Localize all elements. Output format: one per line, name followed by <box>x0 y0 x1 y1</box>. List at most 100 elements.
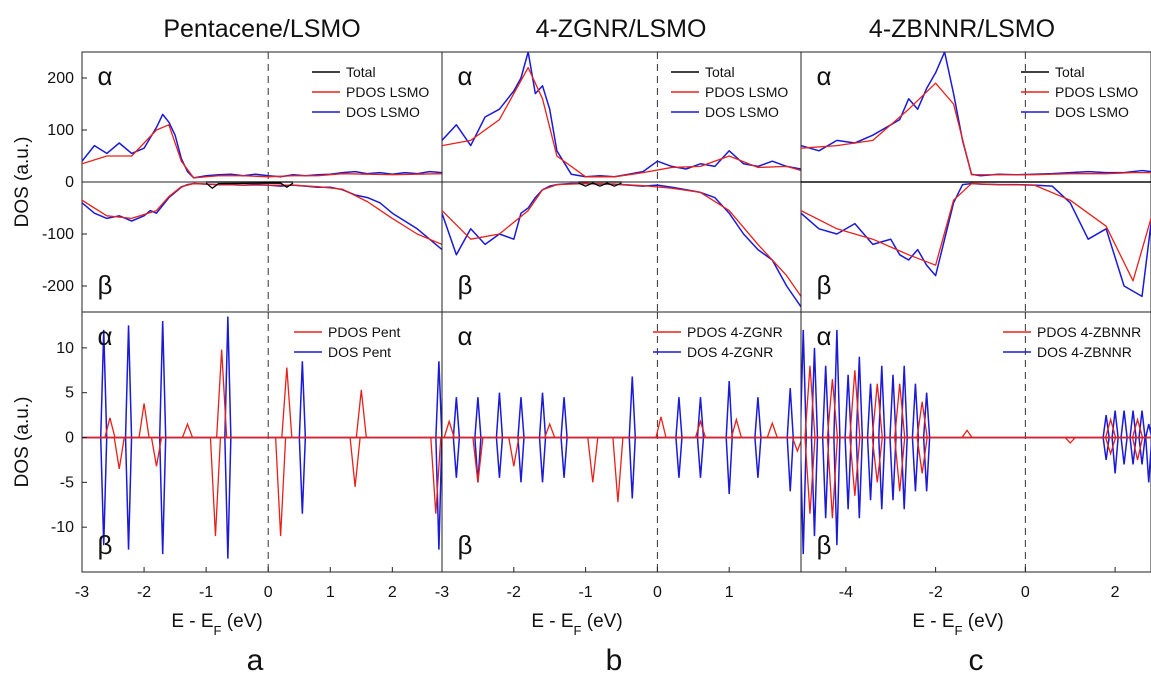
series-spike <box>894 437 906 492</box>
y-tick-label: 10 <box>56 340 74 357</box>
series-spike <box>435 361 442 438</box>
panel-title: 4-ZBNNR/LSMO <box>869 15 1055 43</box>
series-line-down <box>442 182 801 308</box>
plot-area <box>801 52 1151 298</box>
series-spike <box>517 437 525 483</box>
spin-up-label: α <box>97 61 112 91</box>
series-spike <box>150 437 163 467</box>
series-line-down <box>578 182 622 187</box>
series-spike <box>725 437 733 495</box>
series-spike <box>281 367 293 438</box>
series-spike <box>1131 437 1144 461</box>
series-spike <box>452 397 461 438</box>
series-spike <box>443 419 455 438</box>
y-tick-label: 200 <box>47 70 74 87</box>
series-spike <box>911 437 920 492</box>
series-spike <box>298 361 307 438</box>
spin-down-label: β <box>817 530 832 560</box>
series-spike <box>560 397 568 438</box>
series-spike <box>181 422 194 438</box>
series-spike <box>495 392 504 438</box>
series-spike <box>911 383 920 438</box>
spin-up-label: α <box>457 61 472 91</box>
series-spike <box>894 383 906 438</box>
series-spike <box>495 437 504 478</box>
series-spike <box>508 437 520 467</box>
series-spike <box>916 401 928 438</box>
spin-down-label: β <box>458 530 473 560</box>
y-tick-label: 5 <box>65 385 74 402</box>
legend-label: PDOS 4-ZGNR <box>687 324 783 340</box>
spin-up-label: α <box>816 321 831 351</box>
series-spike <box>916 437 928 474</box>
legend-label: PDOS Pent <box>328 324 400 340</box>
plot-area <box>801 329 1151 555</box>
series-spike <box>849 437 861 496</box>
series-spike <box>224 316 232 438</box>
x-axis-label: E - EF (eV) <box>912 611 1003 638</box>
series-spike <box>1120 410 1128 438</box>
series-spike <box>435 437 442 550</box>
spin-down-label: β <box>98 270 113 300</box>
series-spike <box>355 389 367 438</box>
series-spike <box>124 325 133 438</box>
panel-b-top <box>441 51 802 313</box>
series-spike <box>866 383 875 438</box>
legend-label: DOS Pent <box>328 344 391 360</box>
x-tick-label: -2 <box>928 584 942 601</box>
series-spike <box>349 437 361 487</box>
spin-up-label: α <box>97 321 112 351</box>
series-spike <box>472 437 484 483</box>
series-spike <box>786 388 794 438</box>
series-spike <box>696 397 705 438</box>
series-spike <box>587 437 599 483</box>
spin-up-label: α <box>457 321 472 351</box>
x-tick-label: -3 <box>435 584 449 601</box>
series-spike <box>754 397 762 438</box>
series-spike <box>1120 437 1128 465</box>
series-spike <box>430 437 442 514</box>
x-tick-label: 0 <box>264 584 273 601</box>
series-spike <box>871 383 883 438</box>
series-spike <box>804 437 816 514</box>
series-line-down <box>801 182 1151 282</box>
series-spike <box>538 437 547 483</box>
series-spike <box>1131 417 1144 438</box>
series-spike <box>104 417 116 438</box>
series-line-up <box>82 124 442 179</box>
series-spike <box>124 437 133 550</box>
legend-label: DOS LSMO <box>346 104 420 120</box>
y-tick-label: 0 <box>65 430 74 447</box>
x-axis-label: E - EF (eV) <box>171 611 262 638</box>
spin-up-label: α <box>816 61 831 91</box>
series-line-down <box>442 182 801 297</box>
x-tick-label: 2 <box>1111 584 1120 601</box>
series-spike <box>826 379 839 438</box>
series-spike <box>804 365 816 438</box>
series-spike <box>871 437 883 483</box>
series-spike <box>158 437 167 555</box>
panel-title: 4-ZGNR/LSMO <box>536 15 707 43</box>
series-spike <box>544 422 556 438</box>
series-spike <box>833 329 841 438</box>
plot-area <box>442 376 801 503</box>
series-spike <box>889 437 897 501</box>
series-spike <box>725 380 733 438</box>
series-spike <box>694 419 707 438</box>
series-spike <box>889 374 897 438</box>
series-spike <box>655 416 667 438</box>
spin-down-label: β <box>98 530 113 560</box>
series-spike <box>216 349 228 438</box>
x-tick-label: -1 <box>199 584 213 601</box>
series-spike <box>538 392 547 438</box>
legend-label: Total <box>346 64 376 80</box>
series-spike <box>821 437 830 519</box>
plot-area <box>82 113 442 251</box>
series-spike <box>452 437 461 478</box>
series-spike <box>849 370 861 438</box>
series-spike <box>158 320 167 438</box>
y-tick-label: 0 <box>65 174 74 191</box>
series-spike <box>628 376 637 438</box>
legend-label: DOS LSMO <box>705 104 779 120</box>
series-line-up <box>442 52 801 178</box>
